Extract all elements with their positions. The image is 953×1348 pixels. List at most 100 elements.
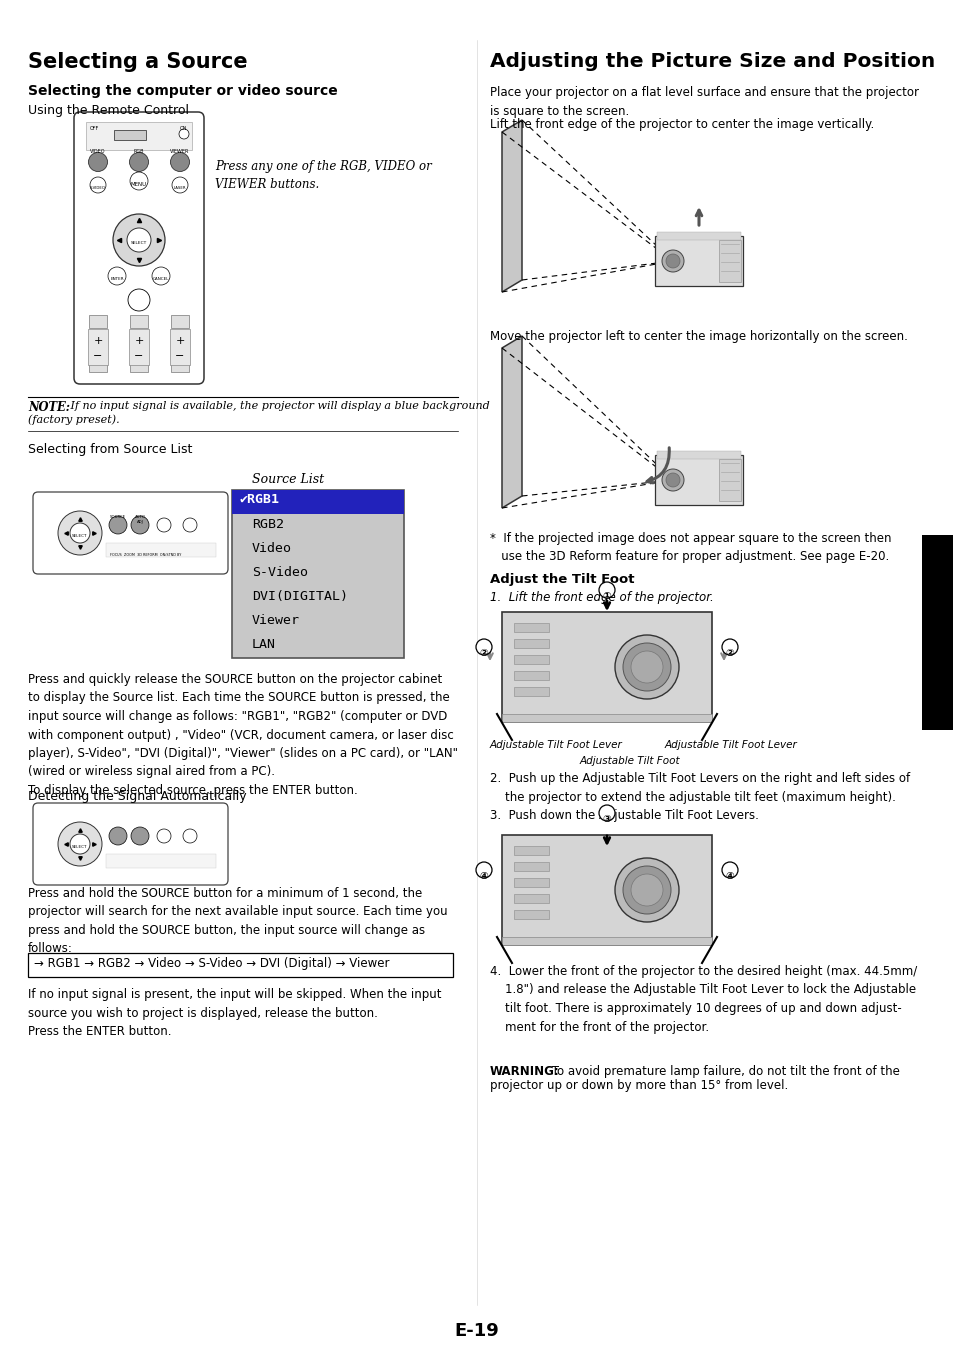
Text: Press any one of the RGB, VIDEO or: Press any one of the RGB, VIDEO or [214,160,432,173]
Text: DVI(DIGITAL): DVI(DIGITAL) [252,590,348,603]
Text: FOCUS  ZOOM  3D REFORM  ON/STND BY: FOCUS ZOOM 3D REFORM ON/STND BY [110,553,181,557]
Text: Selecting a Source: Selecting a Source [28,53,248,71]
Text: Move the projector left to center the image horizontally on the screen.: Move the projector left to center the im… [490,330,907,342]
Text: Adjustable Tilt Foot: Adjustable Tilt Foot [579,756,679,766]
Circle shape [171,152,190,171]
Circle shape [665,253,679,268]
Text: OFF: OFF [90,125,98,131]
Bar [28,953,453,977]
Bar [657,452,740,460]
Circle shape [89,152,108,171]
Circle shape [131,516,149,534]
Bar [657,232,740,240]
Text: +: + [175,336,185,346]
Bar [921,535,953,731]
Text: ON: ON [180,125,188,131]
Circle shape [615,635,679,700]
Text: SELECT: SELECT [72,845,88,849]
FancyBboxPatch shape [33,492,228,574]
Bar [514,671,548,679]
Text: ENTER: ENTER [111,276,124,280]
Circle shape [622,865,670,914]
Circle shape [661,469,683,491]
Text: E-19: E-19 [455,1322,498,1340]
Bar [86,123,192,150]
Polygon shape [501,336,521,508]
Text: 4.  Lower the front of the projector to the desired height (max. 44.5mm/
    1.8: 4. Lower the front of the projector to t… [490,965,916,1034]
Text: Selecting from Source List: Selecting from Source List [28,443,193,456]
Text: VIEWER: VIEWER [171,150,190,154]
Text: Adjustable Tilt Foot Lever: Adjustable Tilt Foot Lever [664,740,797,749]
Bar [89,315,107,328]
Circle shape [661,249,683,272]
Circle shape [183,518,196,532]
Polygon shape [501,120,521,293]
Text: Detecting the Signal Automatically: Detecting the Signal Automatically [28,790,247,803]
Text: SELECT: SELECT [72,534,88,538]
Circle shape [70,834,90,855]
Text: *  If the projected image does not appear square to the screen then
   use the 3: * If the projected image does not appear… [490,532,890,563]
Bar [89,359,107,372]
Bar [501,937,711,945]
Bar [514,687,548,696]
Text: ③: ③ [602,814,611,824]
Circle shape [179,129,189,139]
Circle shape [108,267,126,284]
Circle shape [152,267,170,284]
Circle shape [112,214,165,266]
Bar [130,337,148,350]
Bar [514,655,548,665]
Text: Lift the front edge of the projector to center the image vertically.: Lift the front edge of the projector to … [490,119,873,131]
Text: Video: Video [252,542,292,555]
Bar [501,714,711,723]
Circle shape [630,651,662,683]
Text: → RGB1 → RGB2 → Video → S-Video → DVI (Digital) → Viewer: → RGB1 → RGB2 → Video → S-Video → DVI (D… [34,957,389,971]
Bar [106,543,215,557]
Bar [232,491,403,514]
Text: +: + [134,336,144,346]
Text: −: − [175,350,185,361]
Text: projector up or down by more than 15° from level.: projector up or down by more than 15° fr… [490,1078,787,1092]
Text: VIDEO: VIDEO [91,150,106,154]
Text: −: − [134,350,144,361]
Bar [514,894,548,903]
Circle shape [130,152,149,171]
Bar [501,834,711,945]
Bar [130,315,148,328]
Bar [171,315,189,328]
Text: LASER: LASER [173,186,186,190]
Circle shape [58,511,102,555]
Text: ②: ② [725,648,734,658]
Bar [719,240,740,282]
Circle shape [721,861,738,878]
Circle shape [58,822,102,865]
Text: If no input signal is present, the input will be skipped. When the input
source : If no input signal is present, the input… [28,988,441,1038]
Bar [514,639,548,648]
Bar [130,359,148,372]
Bar [106,855,215,868]
Circle shape [721,639,738,655]
Text: S-Video: S-Video [252,566,308,580]
Text: Press and quickly release the SOURCE button on the projector cabinet
to display : Press and quickly release the SOURCE but… [28,673,457,797]
Text: (factory preset).: (factory preset). [28,414,119,425]
Bar [501,612,711,723]
Text: Viewer: Viewer [252,613,299,627]
Text: NOTE:: NOTE: [28,400,70,414]
Bar [719,460,740,501]
Bar [514,910,548,919]
Text: S-VIDEO: S-VIDEO [90,186,106,190]
Text: MENU: MENU [131,182,147,187]
Bar [655,236,742,286]
Text: 2.  Push up the Adjustable Tilt Foot Levers on the right and left sides of
    t: 2. Push up the Adjustable Tilt Foot Leve… [490,772,909,822]
Text: +: + [93,336,103,346]
Text: Source List: Source List [252,473,324,487]
Bar [171,359,189,372]
Circle shape [598,582,615,599]
Circle shape [130,173,148,190]
Text: 1.  Lift the front edge of the projector.: 1. Lift the front edge of the projector. [490,590,713,604]
Text: Adjusting the Picture Size and Position: Adjusting the Picture Size and Position [490,53,934,71]
Text: LAN: LAN [252,638,275,651]
Text: SOURCE: SOURCE [110,515,126,519]
Text: If no input signal is available, the projector will display a blue background: If no input signal is available, the pro… [67,400,489,411]
Text: RGB: RGB [133,150,144,154]
